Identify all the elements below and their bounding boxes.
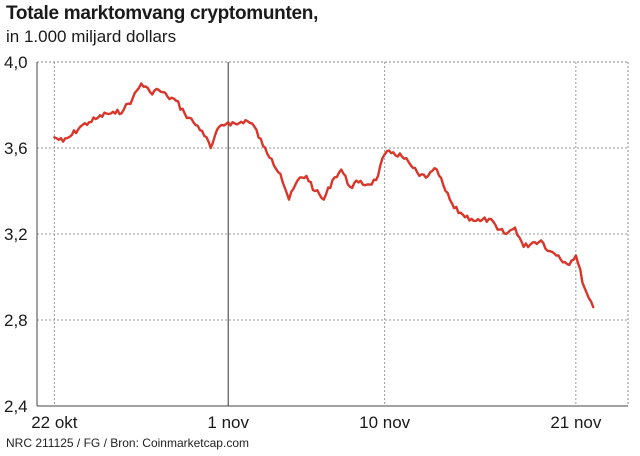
y-axis-ticks: 4,0 3,6 3,2 2,8 2,4	[4, 53, 28, 416]
y-tick-label: 4,0	[4, 53, 28, 72]
chart-subtitle: in 1.000 miljard dollars	[6, 27, 177, 46]
y-tick-label: 3,6	[4, 139, 28, 158]
x-tick-label: 22 okt	[31, 413, 78, 432]
grid-lines	[37, 61, 629, 406]
x-tick-label: 10 nov	[359, 413, 411, 432]
x-axis-ticks: 22 okt 1 nov 10 nov 21 nov	[31, 413, 602, 432]
axes	[36, 62, 628, 407]
y-tick-label: 2,8	[4, 311, 28, 330]
series-line-market-cap	[53, 82, 595, 309]
y-tick-label: 2,4	[4, 397, 28, 416]
x-tick-label: 1 nov	[207, 413, 249, 432]
source-note: NRC 211125 / FG / Bron: Coinmarketcap.co…	[6, 436, 249, 450]
chart-title: Totale marktomvang cryptomunten,	[6, 3, 319, 24]
y-tick-label: 3,2	[4, 225, 28, 244]
x-tick-label: 21 nov	[550, 413, 602, 432]
